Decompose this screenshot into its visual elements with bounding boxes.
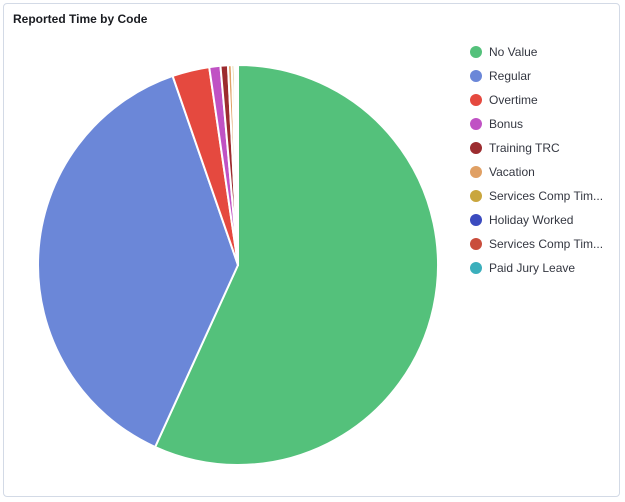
legend-label: Services Comp Tim...	[489, 237, 604, 251]
legend-label: No Value	[489, 45, 538, 59]
pie-slice-1[interactable]	[154, 64, 439, 466]
pie-slice-2[interactable]	[37, 74, 239, 449]
legend-item-5[interactable]: Training TRC	[470, 136, 616, 160]
legend-dot-icon	[470, 166, 482, 178]
legend-label: Holiday Worked	[489, 213, 574, 227]
legend-item-3[interactable]: Overtime	[470, 88, 616, 112]
legend-dot-icon	[470, 190, 482, 202]
legend-dot-icon	[470, 238, 482, 250]
legend-label: Overtime	[489, 93, 538, 107]
legend-label: Regular	[489, 69, 532, 83]
panel-title: Reported Time by Code	[13, 12, 148, 26]
legend-dot-icon	[470, 262, 482, 274]
legend-dot-icon	[470, 46, 482, 58]
chart-legend: No Value Regular Overtime Bonus Training TRC…	[470, 40, 616, 280]
legend-label: Training TRC	[489, 141, 560, 155]
legend-dot-icon	[470, 118, 482, 130]
legend-label: Paid Jury Leave	[489, 261, 576, 275]
pie-slice-10[interactable]	[235, 63, 239, 266]
legend-item-6[interactable]: Vacation	[470, 160, 616, 184]
legend-item-2[interactable]: Regular	[470, 64, 616, 88]
legend-item-10[interactable]: Paid Jury Leave	[470, 256, 616, 280]
legend-item-9[interactable]: Services Comp Tim...	[470, 232, 616, 256]
legend-item-4[interactable]: Bonus	[470, 112, 616, 136]
legend-item-7[interactable]: Services Comp Tim...	[470, 184, 616, 208]
legend-label: Services Comp Tim...	[489, 189, 604, 203]
legend-label: Bonus	[489, 117, 524, 131]
legend-dot-icon	[470, 94, 482, 106]
legend-dot-icon	[470, 214, 482, 226]
legend-item-8[interactable]: Holiday Worked	[470, 208, 616, 232]
legend-dot-icon	[470, 142, 482, 154]
pie-chart	[37, 63, 439, 466]
legend-label: Vacation	[489, 165, 535, 179]
legend-item-1[interactable]: No Value	[470, 40, 616, 64]
legend-dot-icon	[470, 70, 482, 82]
chart-panel: Reported Time by Code No Value Regular Ove…	[3, 3, 620, 497]
